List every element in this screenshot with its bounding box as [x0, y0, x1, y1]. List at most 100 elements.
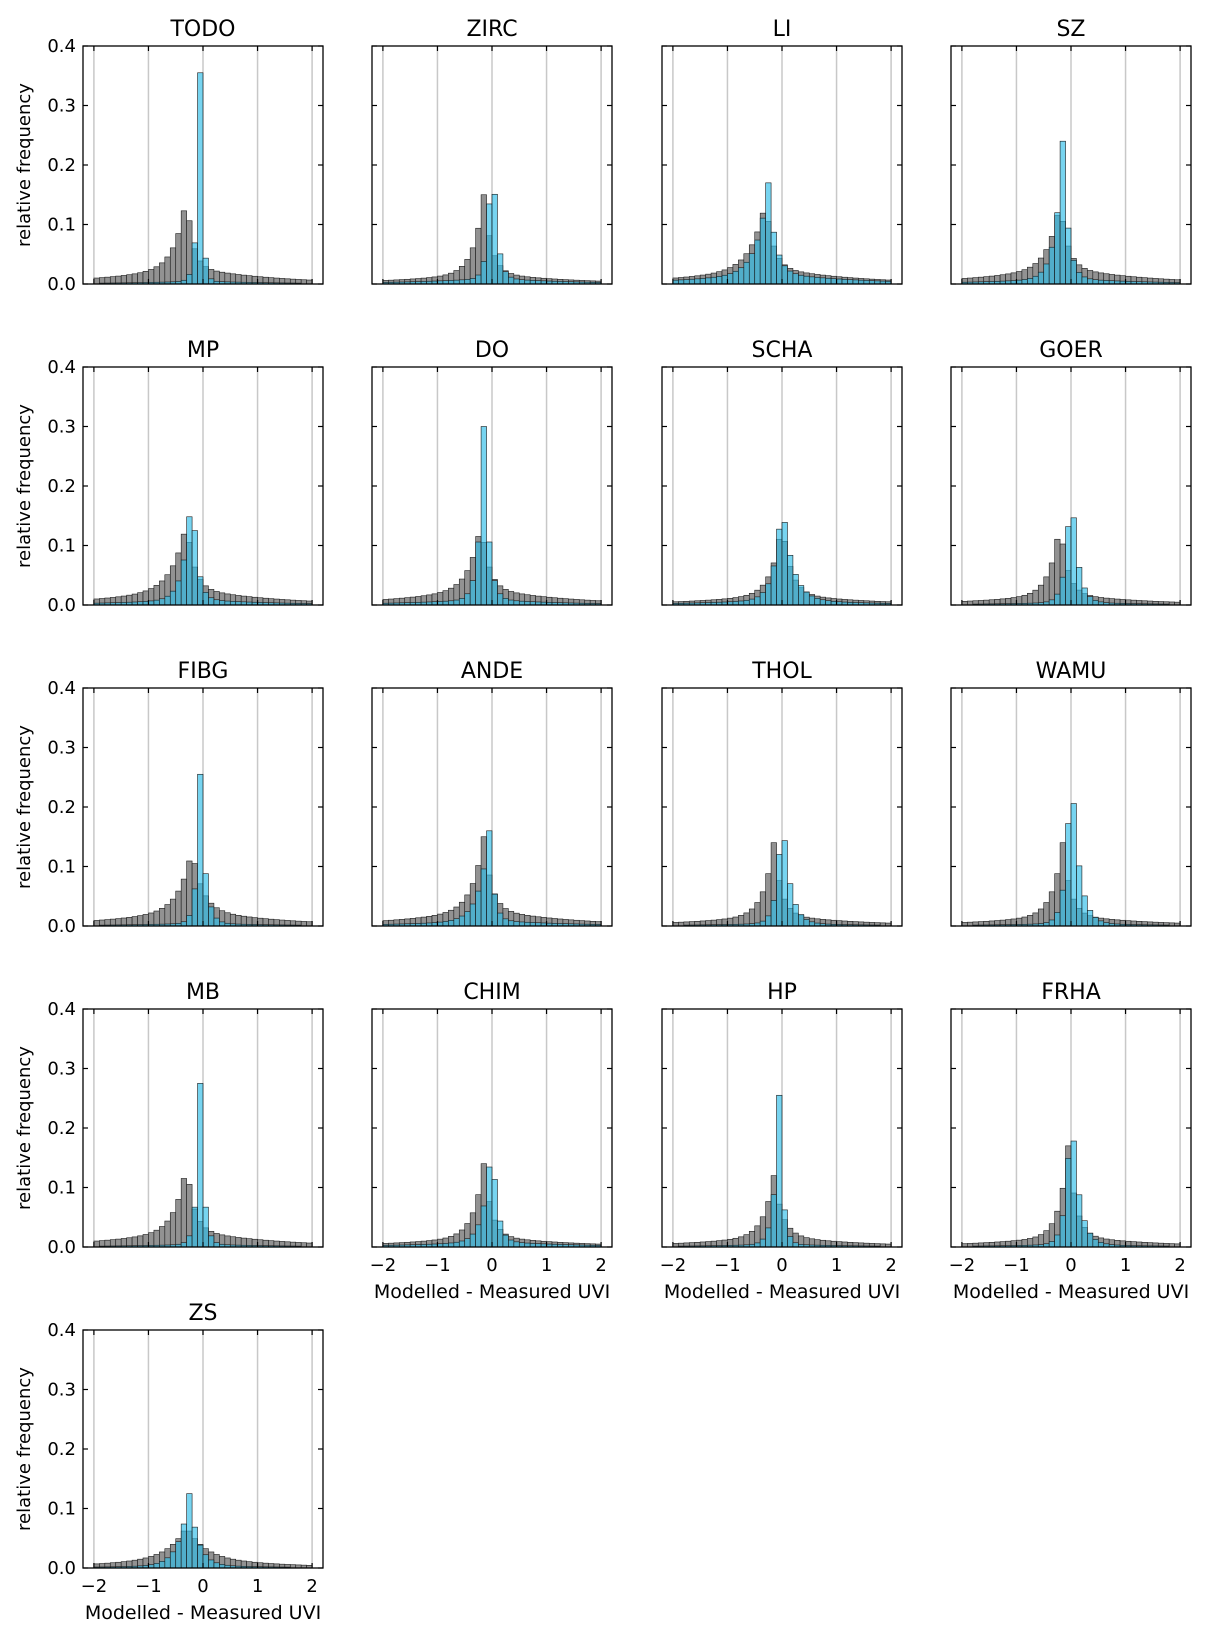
- blue-bar: [458, 1240, 466, 1248]
- blue-bar: [743, 261, 750, 285]
- blue-bar: [819, 277, 826, 285]
- blue-bar: [1081, 895, 1088, 927]
- blue-bar: [716, 276, 723, 285]
- blue-bar: [781, 265, 788, 285]
- y-tick-label: 0.0: [47, 595, 76, 616]
- blue-bar: [469, 580, 476, 606]
- blue-bar: [159, 598, 166, 606]
- grey-bar: [148, 1232, 155, 1248]
- blue-bar: [732, 270, 739, 285]
- panel-title: MB: [186, 980, 220, 1005]
- y-tick-label: 0.4: [47, 1320, 76, 1341]
- panel-title: MP: [187, 338, 219, 363]
- y-tick-label: 0.4: [47, 357, 76, 378]
- blue-bar: [1087, 596, 1094, 606]
- blue-bar: [1059, 576, 1066, 606]
- blue-bar: [1048, 919, 1055, 927]
- blue-bar: [213, 1562, 220, 1569]
- blue-bar: [186, 1493, 193, 1569]
- x-tick-label: 2: [306, 1576, 317, 1597]
- panel-zs: ZS 0.0 0.1 0.2 0.3 0.4 relative frequency −2 −1 0…: [14, 1301, 324, 1624]
- blue-bar: [847, 279, 854, 285]
- grey-bar: [153, 1229, 160, 1248]
- blue-bar: [175, 580, 182, 606]
- blue-bar: [508, 920, 515, 927]
- blue-bar: [453, 599, 460, 606]
- panel-chim: CHIM −2 −1 0 1 2 Modelled - Measured UVI: [370, 980, 613, 1303]
- blue-bar: [1021, 279, 1028, 285]
- blue-bar: [1092, 917, 1099, 927]
- panel-title: SCHA: [752, 338, 813, 363]
- blue-bar: [1097, 920, 1105, 927]
- y-tick-label: 0.1: [47, 1178, 76, 1199]
- blue-bar: [191, 242, 198, 285]
- blue-bar: [759, 592, 766, 606]
- panel-title: FIBG: [178, 659, 229, 684]
- blue-bar: [464, 279, 471, 285]
- blue-bar: [748, 598, 756, 606]
- blue-bar: [803, 919, 810, 927]
- panel-frha: FRHA −2 −1 0 1 2 Modelled - Measured UVI: [949, 980, 1192, 1303]
- blue-bar: [770, 1194, 777, 1248]
- x-tick-label: −1: [424, 1255, 451, 1276]
- x-tick-label: −1: [1003, 1255, 1030, 1276]
- x-axis-label: Modelled - Measured UVI: [374, 1281, 610, 1303]
- panel-title: LI: [773, 17, 792, 42]
- panel-scha: SCHA: [661, 338, 903, 606]
- x-tick-label: 0: [776, 1255, 787, 1276]
- blue-bar: [513, 1241, 520, 1248]
- blue-bar: [748, 253, 756, 285]
- blue-bar: [464, 593, 471, 606]
- panel-title: CHIM: [463, 980, 520, 1005]
- blue-bar: [448, 920, 455, 927]
- grey-bar: [175, 890, 182, 927]
- blue-bar: [754, 239, 761, 285]
- blue-bar: [1054, 212, 1061, 285]
- y-tick-label: 0.1: [47, 536, 76, 557]
- blue-bar: [1065, 227, 1072, 285]
- blue-bar: [1081, 1220, 1088, 1248]
- blue-bar: [792, 904, 799, 927]
- blue-bar: [502, 918, 509, 927]
- y-tick-label: 0.0: [47, 1558, 76, 1579]
- y-tick-label: 0.3: [47, 1059, 76, 1080]
- grey-bar: [153, 910, 160, 927]
- grey-bar: [159, 908, 166, 927]
- blue-bar: [841, 279, 848, 285]
- y-tick-label: 0.3: [47, 1380, 76, 1401]
- panel-goer: GOER: [950, 338, 1192, 606]
- blue-bar: [164, 595, 171, 606]
- blue-bar: [1054, 912, 1061, 927]
- blue-bar: [803, 591, 810, 606]
- blue-bar: [808, 595, 816, 606]
- blue-bar: [776, 1094, 783, 1248]
- blue-bar: [781, 522, 788, 606]
- y-axis-label: relative frequency: [14, 83, 35, 247]
- x-tick-label: 0: [486, 1255, 497, 1276]
- x-tick-label: 2: [885, 1255, 896, 1276]
- blue-bar: [464, 1238, 471, 1248]
- grey-bar: [93, 1240, 100, 1248]
- blue-bar: [1065, 823, 1072, 927]
- blue-bar: [705, 277, 712, 285]
- blue-bar: [208, 1235, 215, 1248]
- blue-bar: [798, 914, 805, 927]
- blue-bar: [469, 903, 476, 927]
- blue-bar: [683, 279, 690, 285]
- x-tick-label: 1: [252, 1576, 263, 1597]
- blue-bar: [453, 1241, 460, 1248]
- blue-bar: [710, 276, 717, 285]
- x-tick-label: −2: [949, 1255, 976, 1276]
- blue-bar: [1048, 599, 1055, 606]
- blue-bar: [442, 921, 449, 927]
- blue-bar: [458, 915, 466, 927]
- blue-bar: [776, 528, 783, 606]
- blue-bar: [770, 900, 777, 927]
- panel-wamu: WAMU: [950, 659, 1192, 927]
- blue-bar: [759, 217, 766, 285]
- blue-bar: [1070, 517, 1077, 606]
- blue-bar: [1092, 600, 1099, 606]
- blue-bar: [1059, 889, 1066, 927]
- blue-bar: [208, 906, 215, 927]
